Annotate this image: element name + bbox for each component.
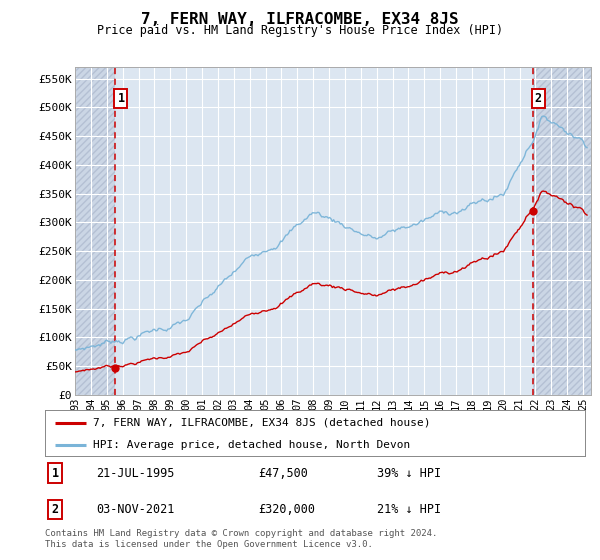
Text: Price paid vs. HM Land Registry's House Price Index (HPI): Price paid vs. HM Land Registry's House … xyxy=(97,24,503,37)
Bar xyxy=(533,67,591,395)
Text: 39% ↓ HPI: 39% ↓ HPI xyxy=(377,466,441,480)
Text: HPI: Average price, detached house, North Devon: HPI: Average price, detached house, Nort… xyxy=(92,440,410,450)
Text: 21% ↓ HPI: 21% ↓ HPI xyxy=(377,503,441,516)
Text: 03-NOV-2021: 03-NOV-2021 xyxy=(96,503,175,516)
Text: Contains HM Land Registry data © Crown copyright and database right 2024.
This d: Contains HM Land Registry data © Crown c… xyxy=(45,529,437,549)
Bar xyxy=(75,67,115,395)
Text: 1: 1 xyxy=(52,466,59,480)
Text: £47,500: £47,500 xyxy=(259,466,308,480)
Text: 2: 2 xyxy=(535,92,542,105)
Text: £320,000: £320,000 xyxy=(259,503,316,516)
Text: 1: 1 xyxy=(118,92,125,105)
Text: 7, FERN WAY, ILFRACOMBE, EX34 8JS: 7, FERN WAY, ILFRACOMBE, EX34 8JS xyxy=(141,12,459,27)
Text: 7, FERN WAY, ILFRACOMBE, EX34 8JS (detached house): 7, FERN WAY, ILFRACOMBE, EX34 8JS (detac… xyxy=(92,418,430,428)
Text: 2: 2 xyxy=(52,503,59,516)
Text: 21-JUL-1995: 21-JUL-1995 xyxy=(96,466,175,480)
